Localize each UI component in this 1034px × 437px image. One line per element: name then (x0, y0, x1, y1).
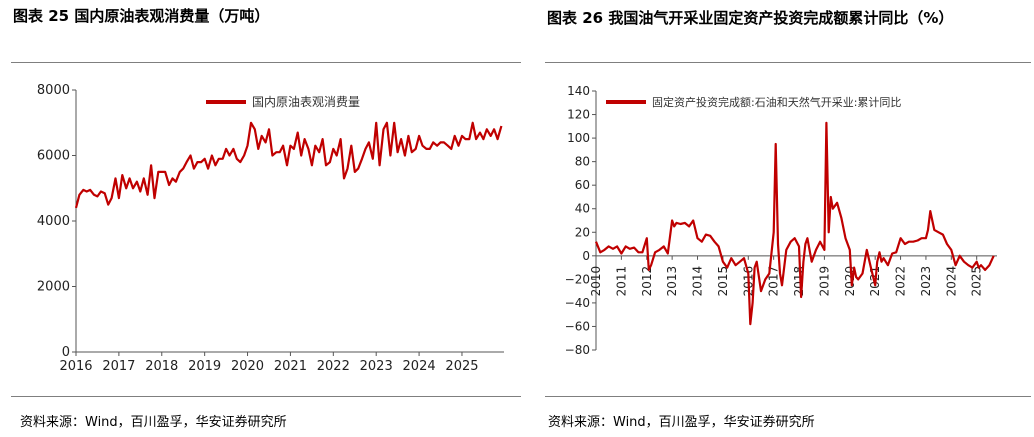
left-line-chart: 0 2000 4000 6000 8000 2016 2017 2018 2019 2020 202… (37, 83, 504, 374)
left-x-tick-label: 2023 (360, 359, 393, 374)
right-bottom-rule (545, 396, 1031, 397)
right-series-line (594, 121, 995, 326)
right-y-tick-label: −20 (565, 272, 590, 286)
right-x-tick-label: 2022 (894, 266, 908, 297)
right-title-rule (545, 62, 1031, 63)
left-y-tick-label: 0 (62, 345, 70, 360)
left-x-tick-label: 2020 (231, 359, 264, 374)
left-x-tick-label: 2016 (59, 359, 92, 374)
left-chart-title: 图表 25 国内原油表观消费量（万吨） (13, 7, 270, 25)
left-legend-label: 国内原油表观消费量 (252, 95, 360, 109)
left-x-tick-label: 2018 (145, 359, 178, 374)
right-y-tick-label: 20 (575, 225, 590, 239)
right-x-tick-label: 2014 (691, 266, 705, 297)
left-bottom-rule (11, 396, 521, 397)
left-x-tick-label: 2019 (188, 359, 221, 374)
left-series-line (74, 121, 503, 209)
right-x-tick-label: 2024 (944, 266, 958, 297)
left-y-tick-label: 4000 (37, 214, 70, 229)
right-legend-label: 固定资产投资完成额:石油和天然气开采业:累计同比 (652, 95, 901, 109)
left-x-tick-label: 2022 (317, 359, 350, 374)
right-y-tick-label: −60 (565, 319, 590, 333)
right-x-tick-label: 2023 (919, 266, 933, 297)
left-source-note: 资料来源：Wind，百川盈孚，华安证券研究所 (20, 415, 287, 430)
right-source-note: 资料来源：Wind，百川盈孚，华安证券研究所 (548, 415, 815, 430)
right-y-tick-label: 140 (567, 84, 590, 98)
right-y-tick-label: 40 (575, 202, 590, 216)
left-y-tick-label: 6000 (37, 149, 70, 164)
right-y-tick-label: 80 (575, 155, 590, 169)
right-y-tick-label: 0 (582, 249, 590, 263)
right-y-tick-label: 100 (567, 131, 590, 145)
right-x-tick-label: 2011 (614, 266, 628, 297)
right-x-tick-label: 2012 (640, 266, 654, 297)
right-chart-title: 图表 26 我国油气开采业固定资产投资完成额累计同比（%） (547, 9, 954, 27)
right-y-tick-label: 60 (575, 178, 590, 192)
right-x-tick-label: 2013 (665, 266, 679, 297)
right-x-tick-label: 2019 (817, 266, 831, 297)
left-title-rule (11, 62, 521, 63)
left-x-tick-label: 2021 (274, 359, 307, 374)
left-x-tick-label: 2025 (445, 359, 478, 374)
right-y-tick-label: −40 (565, 296, 590, 310)
left-y-tick-label: 2000 (37, 280, 70, 295)
left-y-tick-label: 8000 (37, 83, 70, 98)
left-x-tick-label: 2024 (403, 359, 436, 374)
right-y-tick-label: −80 (565, 343, 590, 357)
right-x-tick-label: 2025 (970, 266, 984, 297)
left-x-tick-label: 2017 (102, 359, 135, 374)
right-x-tick-label: 2015 (716, 266, 730, 297)
right-line-chart: −80 −60 −40 −20 0 20 40 60 80 100 120 140 2010 2011 20… (565, 84, 997, 357)
right-x-tick-label: 2010 (589, 266, 603, 297)
right-y-tick-label: 120 (567, 108, 590, 122)
